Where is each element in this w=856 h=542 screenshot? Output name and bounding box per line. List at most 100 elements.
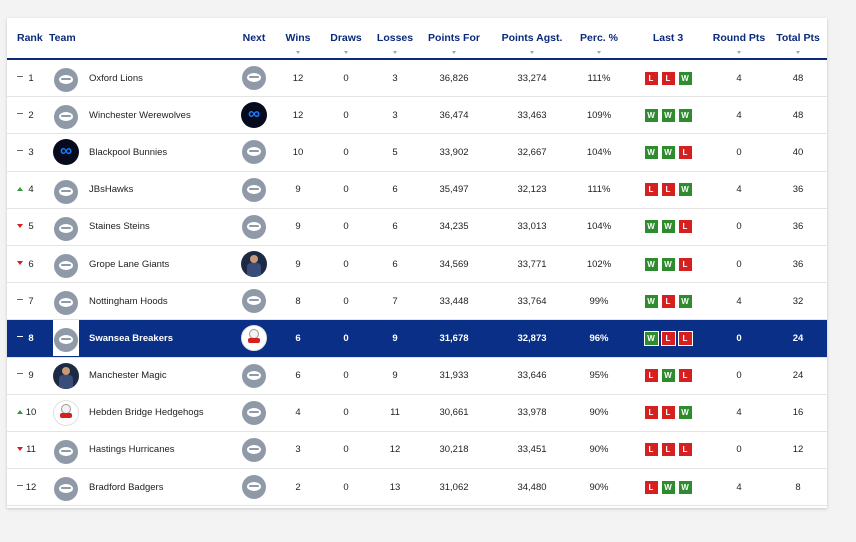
next-opponent-cell[interactable] bbox=[229, 133, 279, 172]
team-cell[interactable]: Blackpool Bunnies bbox=[49, 133, 229, 172]
table-row[interactable]: 1 Oxford Lions 12 0 3 36,826 33,274 111% L L W 4 48 bbox=[7, 59, 827, 98]
table-row[interactable]: 7 Nottingham Hoods 8 0 7 33,448 33,764 99% W L W 4 3… bbox=[7, 282, 827, 321]
wins-cell: 12 bbox=[279, 96, 317, 135]
round-pts-cell: 4 bbox=[709, 282, 769, 321]
header-total-pts[interactable]: Total Pts bbox=[769, 18, 827, 60]
losses-cell: 9 bbox=[375, 319, 415, 358]
header-losses[interactable]: Losses bbox=[375, 18, 415, 60]
table-row[interactable]: 8 Swansea Breakers 6 0 9 31,678 32,873 96% W L L 0 2… bbox=[7, 319, 827, 358]
team-cell[interactable]: Staines Steins bbox=[49, 208, 229, 246]
perc-cell: 111% bbox=[571, 171, 627, 209]
rank-cell: 12 bbox=[7, 468, 49, 507]
rank-cell: 1 bbox=[7, 59, 49, 98]
round-pts-cell: 4 bbox=[709, 96, 769, 135]
team-name[interactable]: Blackpool Bunnies bbox=[89, 146, 168, 158]
team-name[interactable]: Winchester Werewolves bbox=[89, 109, 191, 121]
team-logo-icon bbox=[54, 477, 78, 502]
team-name[interactable]: Oxford Lions bbox=[89, 72, 143, 84]
team-name[interactable]: Hastings Hurricanes bbox=[89, 444, 175, 456]
form-badge: W bbox=[677, 70, 693, 86]
header-draws[interactable]: Draws bbox=[317, 18, 375, 60]
next-opponent-cell[interactable] bbox=[229, 96, 279, 135]
form-badge: L bbox=[660, 330, 676, 346]
header-round-pts[interactable]: Round Pts bbox=[709, 18, 769, 60]
next-opponent-cell[interactable] bbox=[229, 59, 279, 98]
table-row[interactable]: 12 Bradford Badgers 2 0 13 31,062 34,480 90% L W W… bbox=[7, 468, 827, 507]
next-opponent-cell[interactable] bbox=[229, 468, 279, 507]
next-opponent-cell[interactable] bbox=[229, 394, 279, 432]
points-for-cell: 34,569 bbox=[415, 245, 493, 284]
draws-cell: 0 bbox=[317, 208, 375, 246]
header-perc[interactable]: Perc. % bbox=[571, 18, 627, 60]
points-agst-cell: 33,764 bbox=[493, 282, 571, 321]
header-last3[interactable]: Last 3 bbox=[627, 18, 709, 60]
perc-cell: 111% bbox=[571, 59, 627, 98]
table-row[interactable]: 6 Grope Lane Giants 9 0 6 34,569 33,771 102% W W L… bbox=[7, 245, 827, 284]
rank-number: 8 bbox=[28, 332, 34, 344]
team-name[interactable]: Bradford Badgers bbox=[89, 481, 164, 493]
team-cell[interactable]: Manchester Magic bbox=[49, 357, 229, 395]
team-info: Blackpool Bunnies bbox=[53, 134, 229, 171]
table-row[interactable]: 5 Staines Steins 9 0 6 34,235 33,013 104% W W L 0 36 bbox=[7, 208, 827, 246]
team-cell[interactable]: Winchester Werewolves bbox=[49, 96, 229, 135]
table-row[interactable]: 11 Hastings Hurricanes 3 0 12 30,218 33,451 90%… bbox=[7, 431, 827, 470]
team-cell[interactable]: Grope Lane Giants bbox=[49, 245, 229, 284]
form-badge: L bbox=[677, 144, 693, 160]
points-for-cell: 31,933 bbox=[415, 357, 493, 395]
sort-icon bbox=[530, 51, 534, 54]
team-logo bbox=[53, 246, 79, 283]
points-for-cell: 36,474 bbox=[415, 96, 493, 135]
team-cell[interactable]: JBsHawks bbox=[49, 171, 229, 209]
team-cell[interactable]: Hastings Hurricanes bbox=[49, 431, 229, 470]
team-info: Swansea Breakers bbox=[53, 320, 229, 357]
header-points-agst[interactable]: Points Agst. bbox=[493, 18, 571, 60]
next-opponent-cell[interactable] bbox=[229, 245, 279, 284]
next-opponent-cell[interactable] bbox=[229, 171, 279, 209]
header-team[interactable]: Team bbox=[49, 18, 229, 60]
wins-cell: 9 bbox=[279, 208, 317, 246]
points-for-cell: 35,497 bbox=[415, 171, 493, 209]
team-name[interactable]: Hebden Bridge Hedgehogs bbox=[89, 407, 204, 419]
next-opponent-cell[interactable] bbox=[229, 357, 279, 395]
wins-cell: 10 bbox=[279, 133, 317, 172]
total-pts-cell: 36 bbox=[769, 171, 827, 209]
team-cell[interactable]: Bradford Badgers bbox=[49, 468, 229, 507]
header-points-for[interactable]: Points For bbox=[415, 18, 493, 60]
table-row[interactable]: 3Blackpool Bunnies100533,90232,667104%WW… bbox=[7, 133, 827, 172]
table-row[interactable]: 9 Manchester Magic 6 0 9 31,933 33,646 95% L W L 0 2… bbox=[7, 357, 827, 395]
next-opponent-cell[interactable] bbox=[229, 208, 279, 246]
team-name[interactable]: Nottingham Hoods bbox=[89, 295, 168, 307]
team-cell[interactable]: Hebden Bridge Hedgehogs bbox=[49, 394, 229, 432]
team-logo bbox=[53, 97, 79, 134]
points-for-cell: 33,448 bbox=[415, 282, 493, 321]
total-pts-cell: 36 bbox=[769, 245, 827, 284]
team-cell[interactable]: Swansea Breakers bbox=[49, 319, 229, 358]
table-row[interactable]: 10 Hebden Bridge Hedgehogs 4 0 11 30,661 33,97… bbox=[7, 394, 827, 432]
header-rank[interactable]: Rank bbox=[7, 18, 49, 60]
header-wins[interactable]: Wins bbox=[279, 18, 317, 60]
next-opponent-cell[interactable] bbox=[229, 319, 279, 358]
team-cell[interactable]: Nottingham Hoods bbox=[49, 282, 229, 321]
next-opponent-cell[interactable] bbox=[229, 431, 279, 470]
dash-icon bbox=[17, 373, 23, 375]
team-name[interactable]: Swansea Breakers bbox=[89, 332, 173, 344]
next-opponent-cell[interactable] bbox=[229, 282, 279, 321]
form-badge: W bbox=[643, 330, 659, 346]
table-row[interactable]: 4 JBsHawks 9 0 6 35,497 32,123 111% L L W 4 36 bbox=[7, 171, 827, 209]
team-name[interactable]: Staines Steins bbox=[89, 221, 150, 233]
wins-cell: 6 bbox=[279, 319, 317, 358]
team-name[interactable]: JBsHawks bbox=[89, 184, 134, 196]
team-cell[interactable]: Oxford Lions bbox=[49, 59, 229, 98]
team-name[interactable]: Manchester Magic bbox=[89, 370, 167, 382]
table-row[interactable]: 2 Winchester Werewolves 120336,47433,46310… bbox=[7, 96, 827, 135]
header-next[interactable]: Next bbox=[229, 18, 279, 60]
perc-cell: 96% bbox=[571, 319, 627, 358]
draws-cell: 0 bbox=[317, 171, 375, 209]
team-name[interactable]: Grope Lane Giants bbox=[89, 258, 170, 270]
form-badge: W bbox=[660, 219, 676, 235]
form-badge: L bbox=[660, 293, 676, 309]
